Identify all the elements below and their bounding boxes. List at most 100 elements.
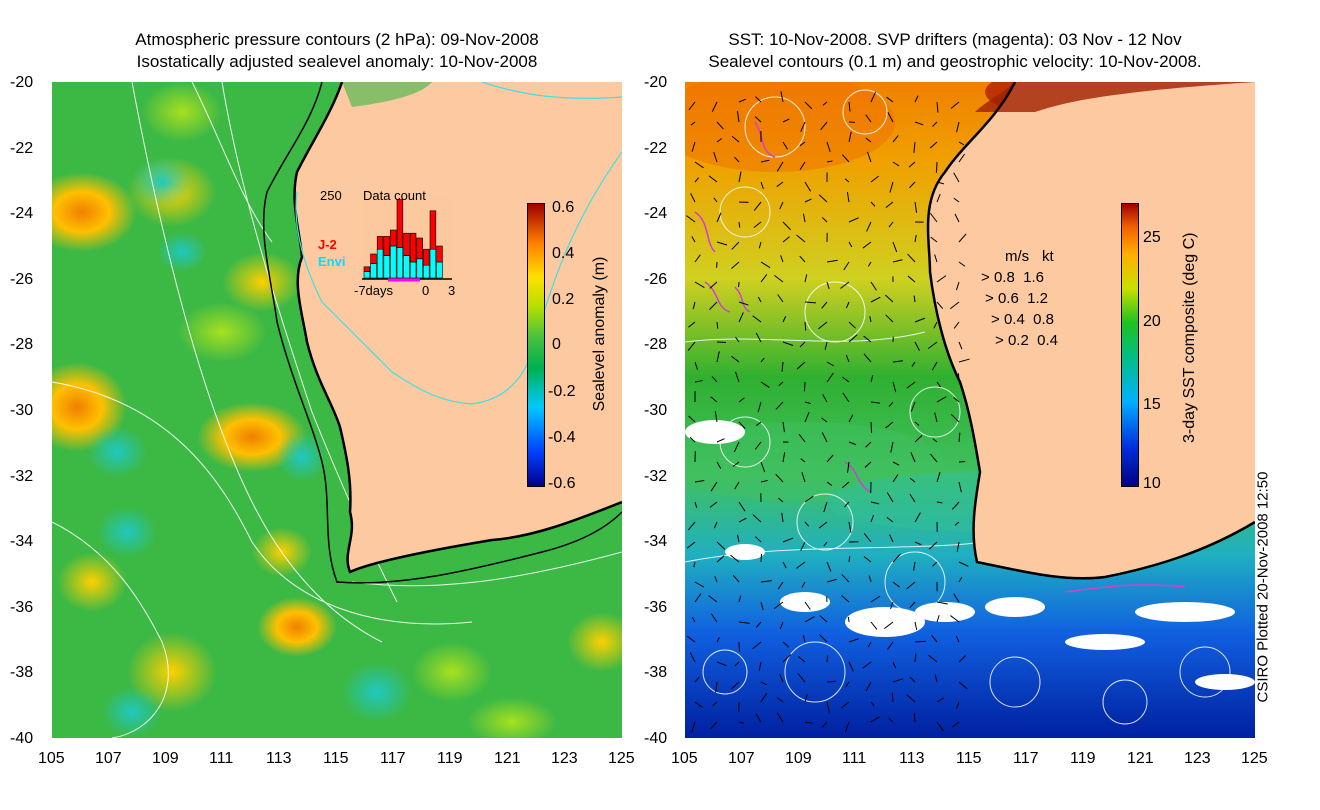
velocity-arrow [890, 441, 894, 453]
data-count-inset [362, 198, 452, 282]
velocity-arrow [936, 615, 940, 623]
left-x-tick-117: 117 [380, 750, 406, 767]
velocity-arrow [782, 236, 790, 243]
velocity-arrow [690, 121, 696, 126]
velocity-arrow [870, 701, 875, 707]
velocity-arrow [694, 676, 700, 683]
velocity-arrow [910, 452, 916, 463]
velocity-arrow [846, 191, 850, 203]
right-y-tick--38: -38 [644, 664, 668, 682]
velocity-arrow [782, 141, 789, 150]
inset-bar-envi [409, 261, 417, 279]
velocity-arrow [804, 274, 808, 283]
velocity-arrow [776, 697, 784, 703]
inset-x-label-start: -7days [354, 283, 394, 298]
velocity-arrow [738, 641, 741, 652]
velocity-arrow [755, 713, 762, 723]
velocity-arrow [818, 321, 828, 330]
velocity-arrow [782, 341, 794, 346]
velocity-arrow [930, 453, 938, 463]
sealevel-contours [685, 89, 1231, 725]
credit-text: CSIRO Plotted 20-Nov-2008 12:50 [1254, 471, 1272, 703]
velocity-arrow [738, 721, 745, 724]
left-y-tick--26: -26 [10, 270, 34, 288]
velocity-arrow [754, 116, 762, 123]
velocity-arrow [758, 241, 762, 249]
inset-bar-envi [429, 248, 437, 279]
left-y-tick--32: -32 [10, 467, 34, 485]
velocity-arrow [782, 654, 792, 663]
velocity-arrow [738, 221, 741, 228]
velocity-arrow [801, 581, 806, 588]
velocity-legend-header-ms: m/s [1005, 248, 1030, 265]
inset-title: Data count [363, 188, 426, 203]
velocity-arrow [760, 381, 770, 388]
velocity-arrow [752, 641, 762, 650]
velocity-arrow [709, 301, 718, 310]
velocity-arrow [870, 595, 881, 603]
velocity-arrow [928, 541, 938, 550]
velocity-arrow [731, 261, 740, 270]
sst-cb-tick-25: 25 [1143, 229, 1161, 246]
velocity-arrow [713, 521, 718, 529]
velocity-arrow [826, 454, 834, 463]
velocity-arrow [892, 474, 899, 483]
velocity-arrow [752, 514, 762, 523]
velocity-arrow [931, 635, 938, 643]
velocity-arrow [760, 692, 768, 703]
left-x-tick-113: 113 [266, 750, 292, 767]
velocity-arrow [797, 656, 806, 663]
velocity-arrow [779, 673, 784, 683]
velocity-arrow [914, 341, 920, 351]
velocity-arrow [760, 181, 764, 190]
velocity-arrow [757, 401, 762, 413]
velocity-arrow [865, 681, 872, 692]
left-x-tick-121: 121 [494, 750, 521, 767]
velocity-arrow [889, 181, 894, 193]
left-y-tick--20: -20 [10, 74, 34, 91]
velocity-arrow [736, 111, 740, 123]
velocity-arrow [826, 160, 833, 163]
right-x-tick-121: 121 [1127, 750, 1154, 767]
velocity-arrow [773, 601, 784, 610]
inset-bar-envi [436, 261, 443, 279]
velocity-arrow [752, 315, 762, 323]
right-y-tick--20: -20 [644, 74, 668, 91]
left-y-tick--36: -36 [10, 598, 34, 616]
velocity-arrow [908, 161, 916, 168]
velocity-arrow [934, 674, 938, 683]
velocity-arrow [906, 694, 916, 703]
velocity-arrow [760, 580, 772, 583]
velocity-arrow [843, 261, 850, 271]
velocity-arrow [865, 114, 872, 123]
velocity-arrow [823, 541, 828, 547]
velocity-arrow [848, 334, 858, 343]
velocity-arrow [694, 380, 703, 383]
velocity-arrow [958, 233, 967, 243]
velocity-arrow [694, 281, 705, 289]
velocity-arrow [847, 461, 850, 473]
velocity-arrow [892, 461, 900, 466]
inset-bar-envi [383, 255, 390, 279]
velocity-arrow [914, 512, 921, 523]
velocity-arrow [958, 576, 963, 583]
velocity-arrow [913, 295, 916, 303]
velocity-arrow [691, 236, 696, 243]
right-x-tick-117: 117 [1013, 750, 1039, 767]
right-y-tick--26: -26 [644, 270, 668, 288]
right-title-line2: Sealevel contours (0.1 m) and geostrophi… [708, 52, 1202, 71]
velocity-arrow [755, 421, 762, 427]
velocity-arrow [848, 101, 851, 112]
velocity-arrow [870, 175, 879, 183]
velocity-arrow [821, 217, 828, 223]
velocity-arrow [689, 436, 696, 443]
velocity-arrow [802, 213, 806, 223]
inset-bar-j2 [390, 229, 397, 247]
velocity-arrow [716, 351, 720, 363]
left-x-tick-115: 115 [323, 750, 349, 767]
velocity-arrow [780, 255, 784, 263]
velocity-arrow [819, 634, 828, 643]
velocity-arrow [694, 254, 701, 263]
velocity-arrow [826, 680, 837, 683]
velocity-arrow [892, 135, 899, 143]
